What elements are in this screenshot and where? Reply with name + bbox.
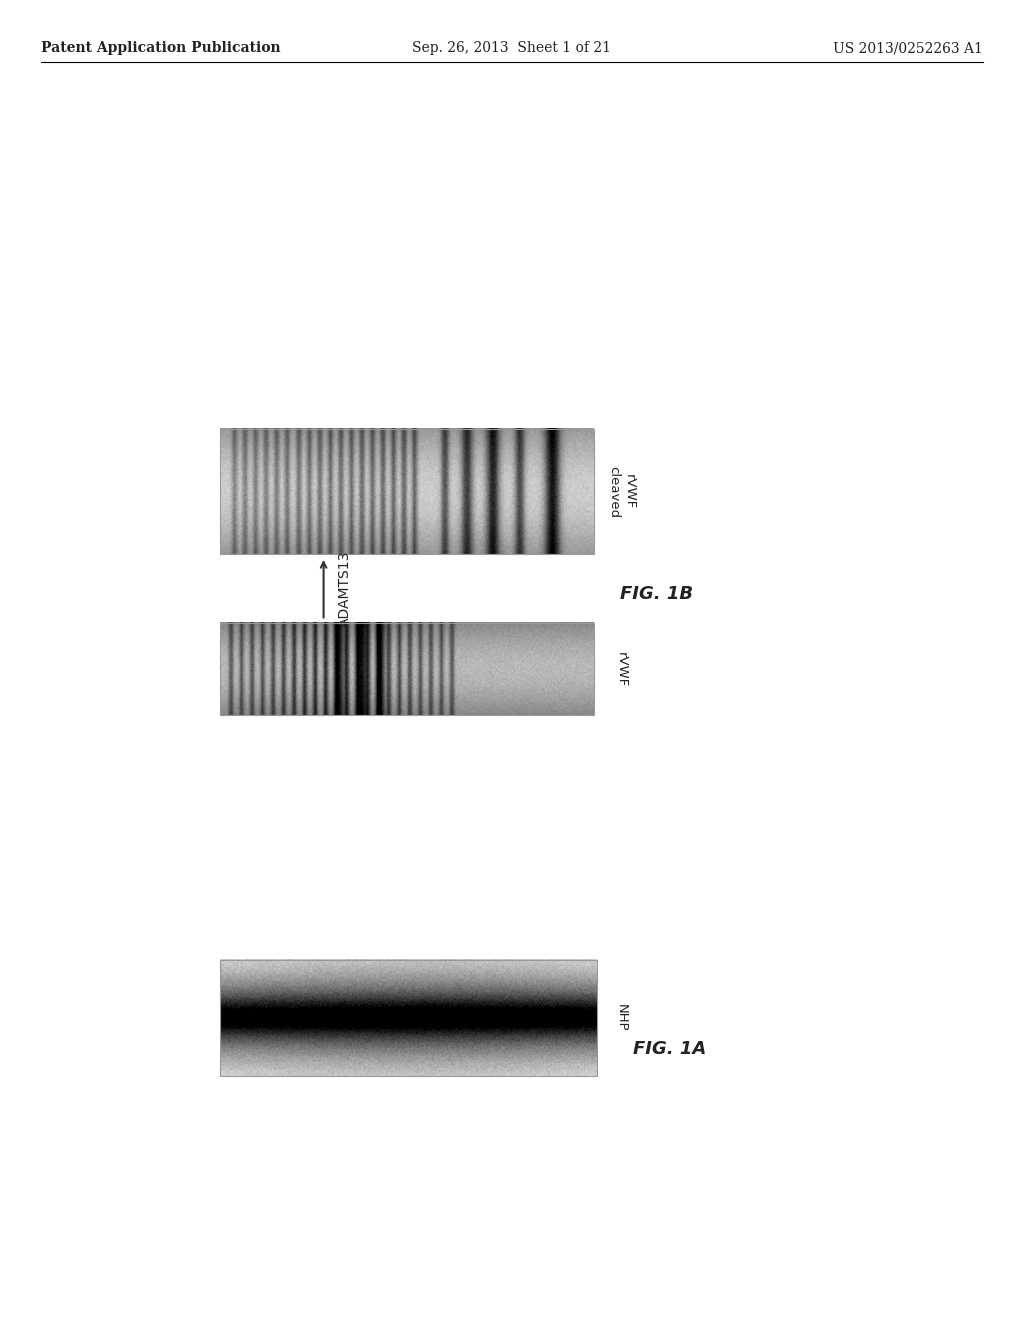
Text: NHP: NHP [615, 1005, 628, 1031]
Bar [220, 429, 594, 554]
Text: rVWF
cleaved: rVWF cleaved [607, 466, 636, 517]
Bar [220, 960, 597, 1076]
Text: FIG. 1A: FIG. 1A [633, 1040, 707, 1059]
Text: ADAMTS13: ADAMTS13 [338, 550, 352, 627]
Text: Patent Application Publication: Patent Application Publication [41, 41, 281, 55]
Text: US 2013/0252263 A1: US 2013/0252263 A1 [834, 41, 983, 55]
Text: FIG. 1B: FIG. 1B [620, 585, 692, 603]
Bar [220, 623, 594, 715]
Text: rVWF: rVWF [615, 652, 628, 686]
Text: Sep. 26, 2013  Sheet 1 of 21: Sep. 26, 2013 Sheet 1 of 21 [413, 41, 611, 55]
